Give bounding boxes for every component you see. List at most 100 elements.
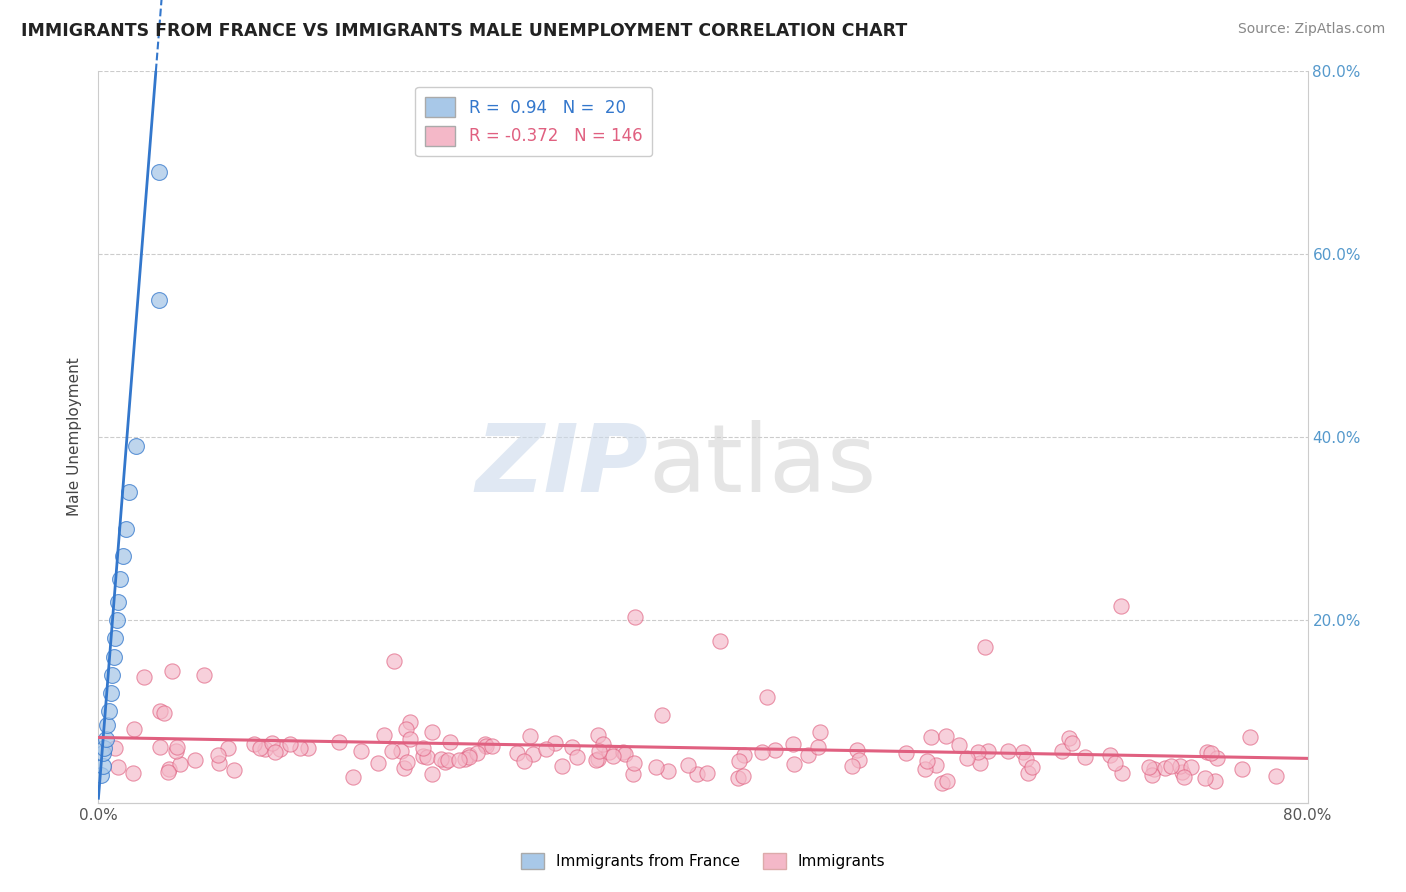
Point <box>184 753 207 767</box>
Y-axis label: Male Unemployment: Male Unemployment <box>67 358 83 516</box>
Point <box>727 771 749 785</box>
Point <box>481 739 503 753</box>
Point <box>93 740 115 755</box>
Point <box>808 725 831 739</box>
Point <box>845 743 868 757</box>
Point <box>623 610 645 624</box>
Point <box>148 165 170 179</box>
Point <box>148 293 170 307</box>
Point <box>439 735 461 749</box>
Point <box>104 632 127 646</box>
Point <box>612 745 634 759</box>
Point <box>807 740 830 755</box>
Point <box>1180 760 1202 774</box>
Point <box>90 768 112 782</box>
Point <box>536 742 558 756</box>
Point <box>914 762 936 776</box>
Point <box>125 439 148 453</box>
Point <box>157 762 180 776</box>
Point <box>457 750 479 764</box>
Point <box>598 745 620 759</box>
Point <box>969 756 991 770</box>
Point <box>166 740 188 755</box>
Point <box>709 633 731 648</box>
Point <box>108 572 131 586</box>
Point <box>1142 767 1164 781</box>
Point <box>967 745 990 759</box>
Point <box>153 706 176 720</box>
Point <box>925 758 948 772</box>
Point <box>696 766 718 780</box>
Point <box>782 737 804 751</box>
Point <box>1109 599 1132 614</box>
Point <box>149 739 172 754</box>
Point <box>1204 774 1226 789</box>
Point <box>585 753 607 767</box>
Point <box>783 757 806 772</box>
Legend: R =  0.94   N =  20, R = -0.372   N = 146: R = 0.94 N = 20, R = -0.372 N = 146 <box>415 87 652 156</box>
Point <box>763 743 786 757</box>
Point <box>1232 763 1254 777</box>
Point <box>156 764 179 779</box>
Point <box>395 755 418 769</box>
Point <box>567 750 589 764</box>
Point <box>475 739 498 754</box>
Point <box>751 745 773 759</box>
Point <box>602 748 624 763</box>
Point <box>399 731 422 746</box>
Point <box>412 740 434 755</box>
Point <box>977 744 1000 758</box>
Point <box>105 613 128 627</box>
Point <box>148 704 170 718</box>
Point <box>207 747 229 762</box>
Point <box>278 738 301 752</box>
Point <box>269 742 291 756</box>
Point <box>193 668 215 682</box>
Text: IMMIGRANTS FROM FRANCE VS IMMIGRANTS MALE UNEMPLOYMENT CORRELATION CHART: IMMIGRANTS FROM FRANCE VS IMMIGRANTS MAL… <box>21 22 907 40</box>
Point <box>1057 731 1080 746</box>
Point <box>122 765 145 780</box>
Point <box>1194 772 1216 786</box>
Point <box>101 667 124 681</box>
Point <box>381 744 404 758</box>
Point <box>328 735 350 749</box>
Point <box>474 738 496 752</box>
Point <box>1171 764 1194 779</box>
Point <box>457 748 479 763</box>
Text: Source: ZipAtlas.com: Source: ZipAtlas.com <box>1237 22 1385 37</box>
Point <box>297 740 319 755</box>
Point <box>395 722 418 736</box>
Point <box>260 736 283 750</box>
Point <box>1050 744 1073 758</box>
Point <box>160 664 183 678</box>
Point <box>91 746 114 760</box>
Point <box>382 654 405 668</box>
Point <box>104 740 127 755</box>
Point <box>420 724 443 739</box>
Point <box>645 760 668 774</box>
Point <box>114 521 136 535</box>
Point <box>1206 751 1229 765</box>
Point <box>165 744 187 758</box>
Point <box>1168 759 1191 773</box>
Point <box>373 728 395 742</box>
Point <box>1021 760 1043 774</box>
Point <box>935 729 957 743</box>
Point <box>614 747 637 761</box>
Point <box>1104 756 1126 770</box>
Point <box>651 707 673 722</box>
Point <box>249 740 271 755</box>
Text: atlas: atlas <box>648 420 877 512</box>
Point <box>1195 745 1218 759</box>
Point <box>217 741 239 756</box>
Point <box>1011 745 1033 759</box>
Point <box>551 758 574 772</box>
Point <box>544 735 567 749</box>
Point <box>920 730 942 744</box>
Point <box>621 767 644 781</box>
Point <box>107 760 129 774</box>
Point <box>398 714 420 729</box>
Point <box>389 744 412 758</box>
Point <box>1015 752 1038 766</box>
Point <box>1111 766 1133 780</box>
